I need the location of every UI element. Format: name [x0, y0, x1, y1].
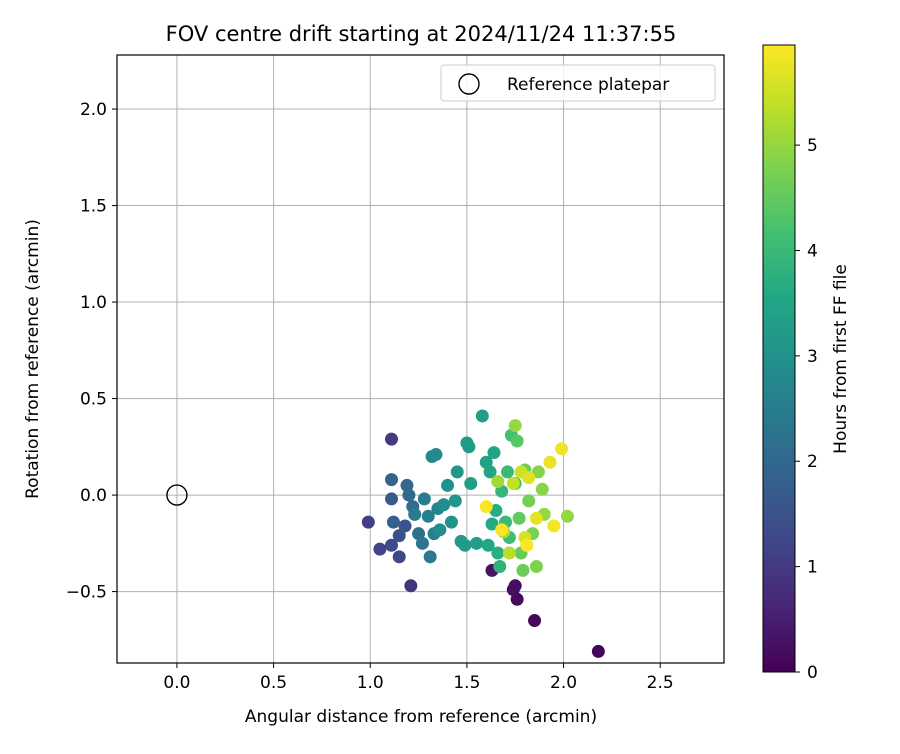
data-point [392, 550, 406, 564]
data-points [361, 409, 605, 658]
data-point [417, 492, 431, 506]
data-point [510, 434, 524, 448]
data-point [385, 473, 399, 487]
x-tick-label: 2.5 [647, 673, 674, 693]
data-point [437, 498, 451, 512]
x-tick-label: 0.0 [163, 673, 190, 693]
data-point [450, 465, 464, 479]
y-axis-label: Rotation from reference (arcmin) [23, 219, 43, 499]
data-point [373, 542, 387, 556]
data-point [392, 529, 406, 543]
data-point [529, 511, 543, 525]
data-point [483, 465, 497, 479]
legend-box [440, 64, 716, 102]
data-point [506, 476, 520, 490]
x-tick-label: 2.0 [550, 673, 577, 693]
data-point [512, 511, 526, 525]
colorbar-label: Hours from first FF file [831, 264, 851, 454]
data-point [415, 536, 429, 550]
colorbar-gradient [762, 44, 796, 673]
data-point [535, 482, 549, 496]
data-point [502, 546, 516, 560]
data-point [487, 446, 501, 460]
reference-platepar-marker [166, 484, 188, 506]
chart-title: FOV centre drift starting at 2024/11/24 … [166, 22, 677, 46]
data-point [516, 563, 530, 577]
x-axis-label: Angular distance from reference (arcmin) [245, 707, 597, 727]
colorbar-tick-label: 2 [807, 452, 818, 472]
colorbar-tick-label: 3 [807, 347, 818, 367]
data-point [506, 583, 520, 597]
data-point [531, 465, 545, 479]
plot-frame [116, 54, 725, 664]
data-point [529, 559, 543, 573]
y-tick-label: 0.5 [80, 390, 107, 410]
data-point [500, 465, 514, 479]
data-point [441, 478, 455, 492]
data-point [508, 419, 522, 433]
y-tick-label: −0.5 [66, 583, 107, 603]
colorbar: 0 1 2 3 4 5 Hours from first FF file [762, 44, 851, 683]
data-point [560, 509, 574, 523]
x-axis-ticks: 0.0 0.5 1.0 1.5 2.0 2.5 [163, 663, 674, 693]
grid-lines [117, 55, 724, 663]
data-point [493, 559, 507, 573]
data-point [479, 500, 493, 514]
data-point [361, 515, 375, 529]
colorbar-tick-label: 0 [807, 663, 818, 683]
data-point [408, 507, 422, 521]
data-point [528, 614, 542, 628]
data-point [386, 515, 400, 529]
data-point [421, 509, 435, 523]
y-tick-label: 1.0 [80, 293, 107, 313]
x-tick-label: 1.0 [357, 673, 384, 693]
colorbar-tick-label: 5 [807, 136, 818, 156]
colorbar-tick-label: 4 [807, 241, 818, 261]
data-point [481, 538, 495, 552]
data-point [485, 517, 499, 531]
y-tick-label: 0.0 [80, 486, 107, 506]
data-point [547, 519, 561, 533]
data-point [448, 494, 462, 508]
data-point [385, 538, 399, 552]
data-point [462, 440, 476, 454]
data-point [591, 644, 605, 658]
colorbar-ticks: 0 1 2 3 4 5 [795, 136, 818, 683]
data-point [385, 492, 399, 506]
data-point [464, 476, 478, 490]
legend-label: Reference platepar [507, 75, 669, 95]
y-tick-label: 2.0 [80, 100, 107, 120]
x-tick-label: 0.5 [260, 673, 287, 693]
data-point [400, 478, 414, 492]
data-point [458, 538, 472, 552]
data-point [543, 455, 557, 469]
data-point [522, 494, 536, 508]
legend-marker-icon [458, 73, 480, 95]
legend: Reference platepar [440, 64, 716, 102]
data-point [398, 519, 412, 533]
reference-layer [166, 484, 188, 506]
data-point [404, 579, 418, 593]
data-point [444, 515, 458, 529]
y-tick-label: 1.5 [80, 197, 107, 217]
data-point [555, 442, 569, 456]
data-point [475, 409, 489, 423]
data-point [470, 536, 484, 550]
data-point [402, 488, 416, 502]
data-point [491, 475, 505, 489]
colorbar-tick-label: 1 [807, 558, 818, 578]
data-point [495, 523, 509, 537]
y-axis-ticks: −0.5 0.0 0.5 1.0 1.5 2.0 [66, 100, 117, 603]
x-tick-label: 1.5 [453, 673, 480, 693]
data-point [429, 448, 443, 462]
data-point [520, 538, 534, 552]
data-point [423, 550, 437, 564]
data-point [491, 546, 505, 560]
data-point [433, 523, 447, 537]
data-point [385, 432, 399, 446]
data-point [522, 471, 536, 485]
